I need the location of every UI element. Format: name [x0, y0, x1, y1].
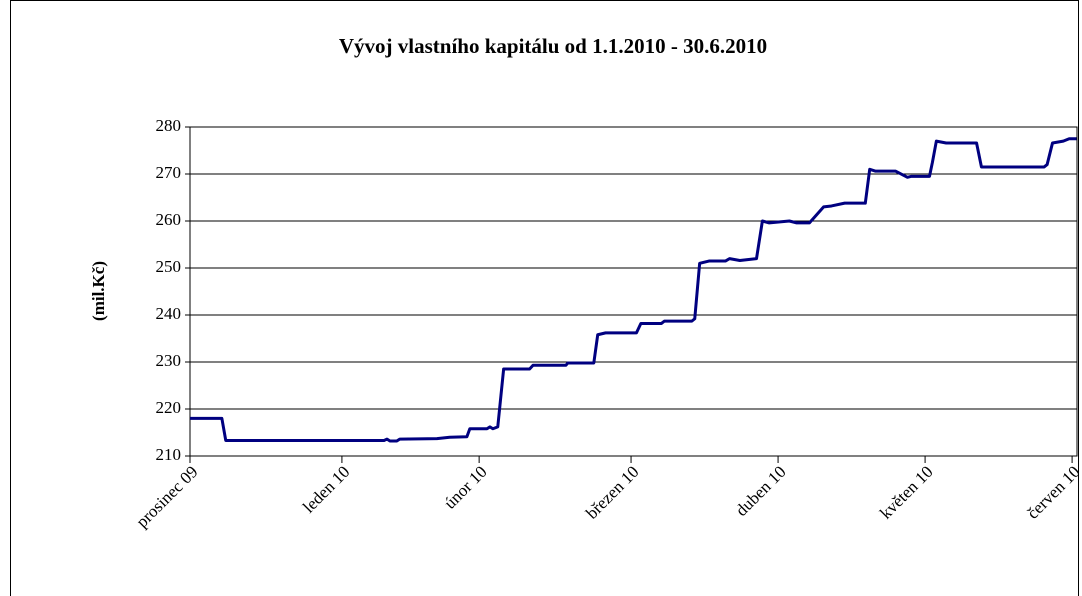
y-axis-label: (mil.Kč) — [89, 261, 108, 321]
chart-title: Vývoj vlastního kapitálu od 1.1.2010 - 3… — [339, 34, 767, 58]
y-tick-label: 230 — [156, 351, 182, 370]
y-tick-label: 250 — [156, 257, 182, 276]
y-tick-label: 260 — [156, 210, 182, 229]
y-tick-label: 210 — [156, 445, 182, 464]
y-tick-label: 280 — [156, 116, 182, 135]
data-line — [190, 137, 1077, 443]
y-tick-label: 220 — [156, 398, 182, 417]
y-tick-label: 240 — [156, 304, 182, 323]
y-tick-label: 270 — [156, 163, 182, 182]
plot-area — [189, 126, 1078, 457]
